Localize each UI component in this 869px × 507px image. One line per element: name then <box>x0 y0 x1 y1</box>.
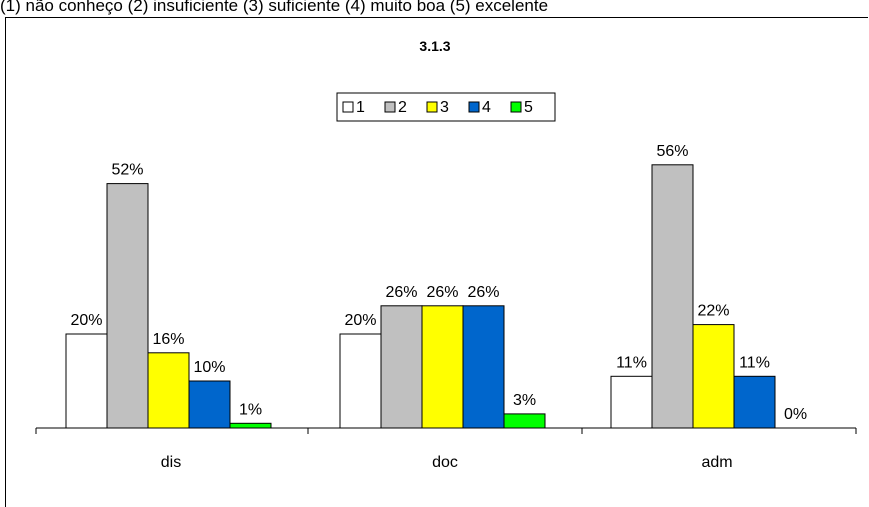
bar-doc-series-1 <box>339 333 382 429</box>
data-label-dis-series-5: 1% <box>239 401 262 418</box>
bar-doc-series-2 <box>380 305 423 429</box>
bar-doc-series-4 <box>462 305 505 429</box>
bar-adm-series-4 <box>733 375 776 429</box>
legend-swatch-1 <box>342 101 354 113</box>
bar-dis-series-3 <box>147 352 190 429</box>
data-label-adm-series-5: 0% <box>784 406 807 423</box>
data-label-adm-series-3: 22% <box>697 303 729 320</box>
data-label-adm-series-1: 11% <box>616 354 647 371</box>
data-label-dis-series-2: 52% <box>111 162 143 179</box>
data-label-doc-series-4: 26% <box>467 284 499 301</box>
bar-adm-series-2 <box>651 164 694 429</box>
legend-swatch-5 <box>510 101 522 113</box>
legend-label-2: 2 <box>398 99 407 116</box>
data-label-doc-series-3: 26% <box>426 284 458 301</box>
bar-doc-series-5 <box>503 413 546 429</box>
bar-dis-series-1 <box>65 333 108 429</box>
chart-caption: (1) não conheço (2) insuficiente (3) suf… <box>0 0 549 15</box>
bar-dis-series-2 <box>106 183 149 429</box>
data-label-doc-series-2: 26% <box>385 284 417 301</box>
legend-label-1: 1 <box>356 99 365 116</box>
legend-label-5: 5 <box>524 99 533 116</box>
data-label-dis-series-1: 20% <box>70 312 102 329</box>
category-label-adm: adm <box>701 454 732 471</box>
data-label-doc-series-1: 20% <box>344 312 376 329</box>
legend-swatch-3 <box>426 101 438 113</box>
bar-dis-series-4 <box>188 380 231 429</box>
bar-dis-series-5 <box>229 422 272 429</box>
data-label-dis-series-3: 16% <box>152 331 184 348</box>
legend-swatch-4 <box>468 101 480 113</box>
bar-adm-series-1 <box>610 375 653 429</box>
data-label-dis-series-4: 10% <box>193 359 225 376</box>
chart-title: 3.1.3 <box>419 38 450 54</box>
bar-doc-series-3 <box>421 305 464 429</box>
legend-label-4: 4 <box>482 99 491 116</box>
data-label-adm-series-4: 11% <box>739 354 770 371</box>
legend-label-3: 3 <box>440 99 449 116</box>
data-label-doc-series-5: 3% <box>513 392 536 409</box>
chart-frame <box>5 17 868 507</box>
data-label-adm-series-2: 56% <box>656 143 688 160</box>
legend-swatch-2 <box>384 101 396 113</box>
category-label-dis: dis <box>161 454 181 471</box>
bar-adm-series-3 <box>692 324 735 429</box>
category-label-doc: doc <box>432 454 458 471</box>
